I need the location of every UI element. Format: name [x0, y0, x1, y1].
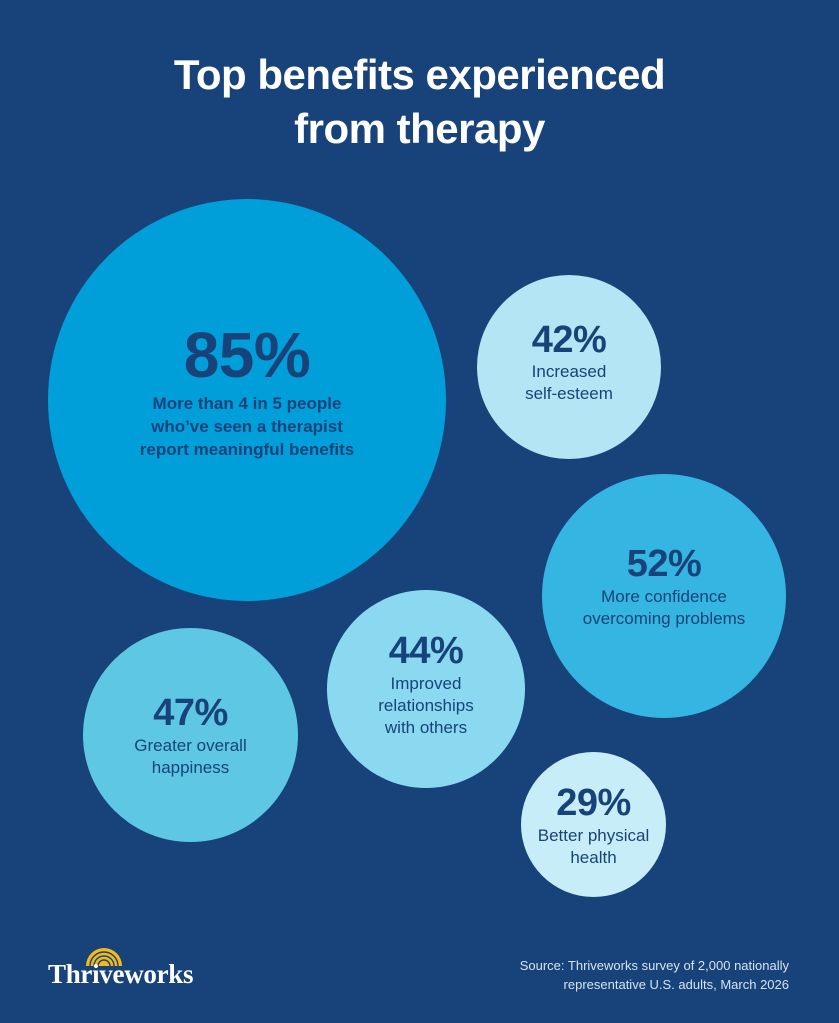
- bubble-44-label: Improved relationships with others: [378, 673, 473, 739]
- bubble-85-label-line: report meaningful benefits: [139, 439, 355, 459]
- bubble-52-label-line: More confidence: [601, 587, 727, 606]
- bubble-44-label-line: with others: [384, 718, 468, 737]
- chart-title: Top benefits experienced from therapy: [0, 48, 839, 156]
- source-line-1: Source: Thriveworks survey of 2,000 nati…: [519, 958, 789, 973]
- bubble-52-value: 52%: [626, 543, 702, 585]
- bubble-44-label-line: Improved: [390, 674, 462, 693]
- bubble-44-label-line: relationships: [378, 696, 474, 715]
- bubble-47-label-line: Greater overall: [134, 736, 247, 755]
- bubble-85: 85% More than 4 in 5 people who’ve seen …: [48, 199, 446, 601]
- thriveworks-logo: Thriveworks: [48, 946, 218, 990]
- bubble-47-value: 47%: [153, 692, 228, 734]
- chart-title-line-1: Top benefits experienced: [173, 51, 666, 98]
- bubble-85-value: 85%: [183, 318, 311, 391]
- bubble-42-label-line: Increased: [531, 362, 607, 381]
- bubble-42-value: 42%: [531, 319, 607, 361]
- bubble-29-label-line: Better physical: [537, 825, 650, 845]
- logo-wordmark: Thriveworks: [48, 959, 194, 989]
- sun-icon: [86, 948, 122, 966]
- bubble-42-label: Increased self-esteem: [525, 361, 613, 405]
- bubble-85-label: More than 4 in 5 people who’ve seen a th…: [140, 392, 354, 461]
- bubble-52-label: More confidence overcoming problems: [583, 586, 746, 630]
- bubble-47-label: Greater overall happiness: [134, 735, 246, 779]
- bubble-85-label-line: who’ve seen a therapist: [151, 416, 343, 436]
- source-line-2: representative U.S. adults, March 2026: [563, 977, 789, 992]
- bubble-52-label-line: overcoming problems: [582, 609, 746, 628]
- source-note: Source: Thriveworks survey of 2,000 nati…: [449, 956, 789, 994]
- bubble-44-value: 44%: [388, 630, 464, 672]
- bubble-85-label-line: More than 4 in 5 people: [152, 393, 342, 413]
- bubble-29-label-line: health: [570, 847, 617, 867]
- bubble-52: 52% More confidence overcoming problems: [542, 474, 786, 718]
- chart-title-line-2: from therapy: [294, 105, 545, 152]
- bubble-42-label-line: self-esteem: [525, 384, 613, 403]
- bubble-42: 42% Increased self-esteem: [477, 275, 661, 459]
- bubble-29: 29% Better physical health: [521, 752, 666, 897]
- bubble-47: 47% Greater overall happiness: [83, 628, 298, 842]
- bubble-47-label-line: happiness: [151, 758, 230, 777]
- bubble-29-label: Better physical health: [538, 825, 650, 869]
- bubble-44: 44% Improved relationships with others: [327, 590, 525, 788]
- bubble-29-value: 29%: [556, 781, 631, 824]
